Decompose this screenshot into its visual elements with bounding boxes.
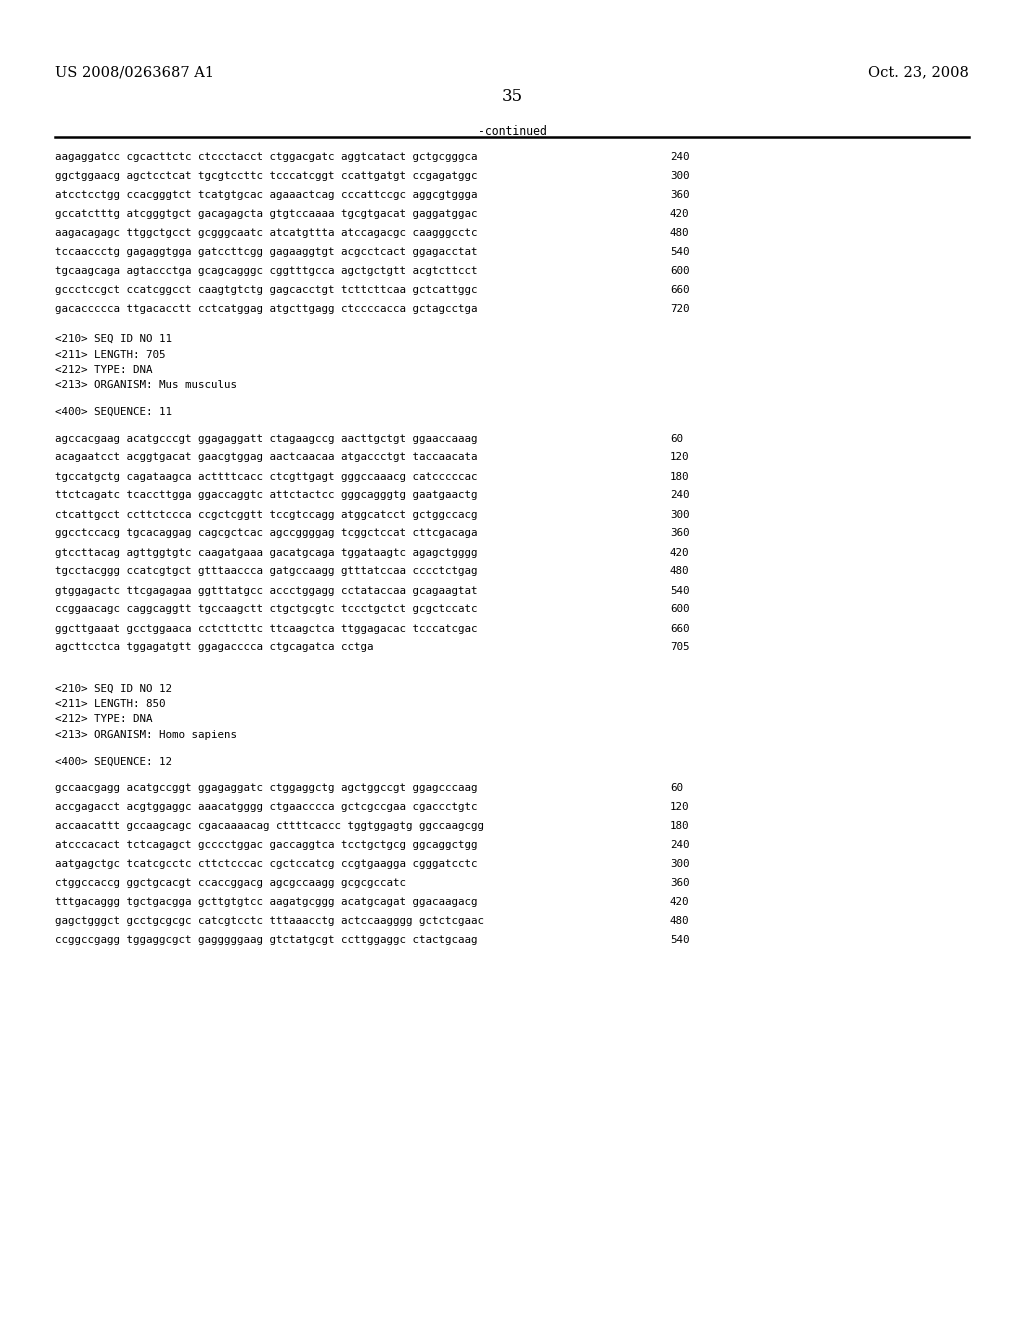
Text: gccctccgct ccatcggcct caagtgtctg gagcacctgt tcttcttcaa gctcattggc: gccctccgct ccatcggcct caagtgtctg gagcacc… (55, 285, 477, 294)
Text: <210> SEQ ID NO 12: <210> SEQ ID NO 12 (55, 684, 172, 693)
Text: 420: 420 (670, 209, 689, 219)
Text: gtccttacag agttggtgtc caagatgaaa gacatgcaga tggataagtc agagctgggg: gtccttacag agttggtgtc caagatgaaa gacatgc… (55, 548, 477, 557)
Text: 600: 600 (670, 267, 689, 276)
Text: tccaaccctg gagaggtgga gatccttcgg gagaaggtgt acgcctcact ggagacctat: tccaaccctg gagaggtgga gatccttcgg gagaagg… (55, 247, 477, 257)
Text: 720: 720 (670, 304, 689, 314)
Text: 120: 120 (670, 803, 689, 812)
Text: 420: 420 (670, 548, 689, 557)
Text: 300: 300 (670, 510, 689, 520)
Text: accaacattt gccaagcagc cgacaaaacag cttttcaccc tggtggagtg ggccaagcgg: accaacattt gccaagcagc cgacaaaacag cttttc… (55, 821, 484, 832)
Text: ggctggaacg agctcctcat tgcgtccttc tcccatcggt ccattgatgt ccgagatggc: ggctggaacg agctcctcat tgcgtccttc tcccatc… (55, 172, 477, 181)
Text: 240: 240 (670, 840, 689, 850)
Text: 240: 240 (670, 152, 689, 162)
Text: ctcattgcct ccttctccca ccgctcggtt tccgtccagg atggcatcct gctggccacg: ctcattgcct ccttctccca ccgctcggtt tccgtcc… (55, 510, 477, 520)
Text: <211> LENGTH: 850: <211> LENGTH: 850 (55, 700, 166, 709)
Text: 300: 300 (670, 172, 689, 181)
Text: 540: 540 (670, 247, 689, 257)
Text: 35: 35 (502, 88, 522, 106)
Text: 480: 480 (670, 566, 689, 577)
Text: tttgacaggg tgctgacgga gcttgtgtcc aagatgcggg acatgcagat ggacaagacg: tttgacaggg tgctgacgga gcttgtgtcc aagatgc… (55, 898, 477, 907)
Text: aagaggatcc cgcacttctc ctccctacct ctggacgatc aggtcatact gctgcgggca: aagaggatcc cgcacttctc ctccctacct ctggacg… (55, 152, 477, 162)
Text: ccggccgagg tggaggcgct gagggggaag gtctatgcgt ccttggaggc ctactgcaag: ccggccgagg tggaggcgct gagggggaag gtctatg… (55, 935, 477, 945)
Text: <212> TYPE: DNA: <212> TYPE: DNA (55, 366, 153, 375)
Text: 600: 600 (670, 605, 689, 615)
Text: 360: 360 (670, 878, 689, 888)
Text: 540: 540 (670, 586, 689, 595)
Text: acagaatcct acggtgacat gaacgtggag aactcaacaa atgaccctgt taccaacata: acagaatcct acggtgacat gaacgtggag aactcaa… (55, 453, 477, 462)
Text: <213> ORGANISM: Mus musculus: <213> ORGANISM: Mus musculus (55, 380, 237, 391)
Text: aagacagagc ttggctgcct gcgggcaatc atcatgttta atccagacgc caagggcctc: aagacagagc ttggctgcct gcgggcaatc atcatgt… (55, 228, 477, 238)
Text: 705: 705 (670, 643, 689, 652)
Text: US 2008/0263687 A1: US 2008/0263687 A1 (55, 65, 214, 79)
Text: ggcttgaaat gcctggaaca cctcttcttc ttcaagctca ttggagacac tcccatcgac: ggcttgaaat gcctggaaca cctcttcttc ttcaagc… (55, 623, 477, 634)
Text: gacaccccca ttgacacctt cctcatggag atgcttgagg ctccccacca gctagcctga: gacaccccca ttgacacctt cctcatggag atgcttg… (55, 304, 477, 314)
Text: ttctcagatc tcaccttgga ggaccaggtc attctactcc gggcagggtg gaatgaactg: ttctcagatc tcaccttgga ggaccaggtc attctac… (55, 491, 477, 500)
Text: <213> ORGANISM: Homo sapiens: <213> ORGANISM: Homo sapiens (55, 730, 237, 741)
Text: Oct. 23, 2008: Oct. 23, 2008 (868, 65, 969, 79)
Text: 120: 120 (670, 453, 689, 462)
Text: tgcctacggg ccatcgtgct gtttaaccca gatgccaagg gtttatccaa cccctctgag: tgcctacggg ccatcgtgct gtttaaccca gatgcca… (55, 566, 477, 577)
Text: <212> TYPE: DNA: <212> TYPE: DNA (55, 714, 153, 725)
Text: 180: 180 (670, 821, 689, 832)
Text: 300: 300 (670, 859, 689, 869)
Text: ggcctccacg tgcacaggag cagcgctcac agccggggag tcggctccat cttcgacaga: ggcctccacg tgcacaggag cagcgctcac agccggg… (55, 528, 477, 539)
Text: <211> LENGTH: 705: <211> LENGTH: 705 (55, 350, 166, 359)
Text: <400> SEQUENCE: 11: <400> SEQUENCE: 11 (55, 407, 172, 417)
Text: 180: 180 (670, 471, 689, 482)
Text: 480: 480 (670, 228, 689, 238)
Text: 540: 540 (670, 935, 689, 945)
Text: 360: 360 (670, 528, 689, 539)
Text: <210> SEQ ID NO 11: <210> SEQ ID NO 11 (55, 334, 172, 345)
Text: ccggaacagc caggcaggtt tgccaagctt ctgctgcgtc tccctgctct gcgctccatc: ccggaacagc caggcaggtt tgccaagctt ctgctgc… (55, 605, 477, 615)
Text: gccatctttg atcgggtgct gacagagcta gtgtccaaaa tgcgtgacat gaggatggac: gccatctttg atcgggtgct gacagagcta gtgtcca… (55, 209, 477, 219)
Text: 660: 660 (670, 285, 689, 294)
Text: -continued: -continued (477, 125, 547, 139)
Text: agcttcctca tggagatgtt ggagacccca ctgcagatca cctga: agcttcctca tggagatgtt ggagacccca ctgcaga… (55, 643, 374, 652)
Text: tgccatgctg cagataagca acttttcacc ctcgttgagt gggccaaacg catcccccac: tgccatgctg cagataagca acttttcacc ctcgttg… (55, 471, 477, 482)
Text: 240: 240 (670, 491, 689, 500)
Text: 60: 60 (670, 783, 683, 793)
Text: accgagacct acgtggaggc aaacatgggg ctgaacccca gctcgccgaa cgaccctgtc: accgagacct acgtggaggc aaacatgggg ctgaacc… (55, 803, 477, 812)
Text: aatgagctgc tcatcgcctc cttctcccac cgctccatcg ccgtgaagga cgggatcctc: aatgagctgc tcatcgcctc cttctcccac cgctcca… (55, 859, 477, 869)
Text: atcctcctgg ccacgggtct tcatgtgcac agaaactcag cccattccgc aggcgtggga: atcctcctgg ccacgggtct tcatgtgcac agaaact… (55, 190, 477, 201)
Text: tgcaagcaga agtaccctga gcagcagggc cggtttgcca agctgctgtt acgtcttcct: tgcaagcaga agtaccctga gcagcagggc cggtttg… (55, 267, 477, 276)
Text: agccacgaag acatgcccgt ggagaggatt ctagaagccg aacttgctgt ggaaccaaag: agccacgaag acatgcccgt ggagaggatt ctagaag… (55, 433, 477, 444)
Text: gagctgggct gcctgcgcgc catcgtcctc tttaaacctg actccaagggg gctctcgaac: gagctgggct gcctgcgcgc catcgtcctc tttaaac… (55, 916, 484, 927)
Text: ctggccaccg ggctgcacgt ccaccggacg agcgccaagg gcgcgccatc: ctggccaccg ggctgcacgt ccaccggacg agcgcca… (55, 878, 406, 888)
Text: 480: 480 (670, 916, 689, 927)
Text: gtggagactc ttcgagagaa ggtttatgcc accctggagg cctataccaa gcagaagtat: gtggagactc ttcgagagaa ggtttatgcc accctgg… (55, 586, 477, 595)
Text: 60: 60 (670, 433, 683, 444)
Text: gccaacgagg acatgccggt ggagaggatc ctggaggctg agctggccgt ggagcccaag: gccaacgagg acatgccggt ggagaggatc ctggagg… (55, 783, 477, 793)
Text: 660: 660 (670, 623, 689, 634)
Text: 360: 360 (670, 190, 689, 201)
Text: atcccacact tctcagagct gcccctggac gaccaggtca tcctgctgcg ggcaggctgg: atcccacact tctcagagct gcccctggac gaccagg… (55, 840, 477, 850)
Text: <400> SEQUENCE: 12: <400> SEQUENCE: 12 (55, 756, 172, 767)
Text: 420: 420 (670, 898, 689, 907)
